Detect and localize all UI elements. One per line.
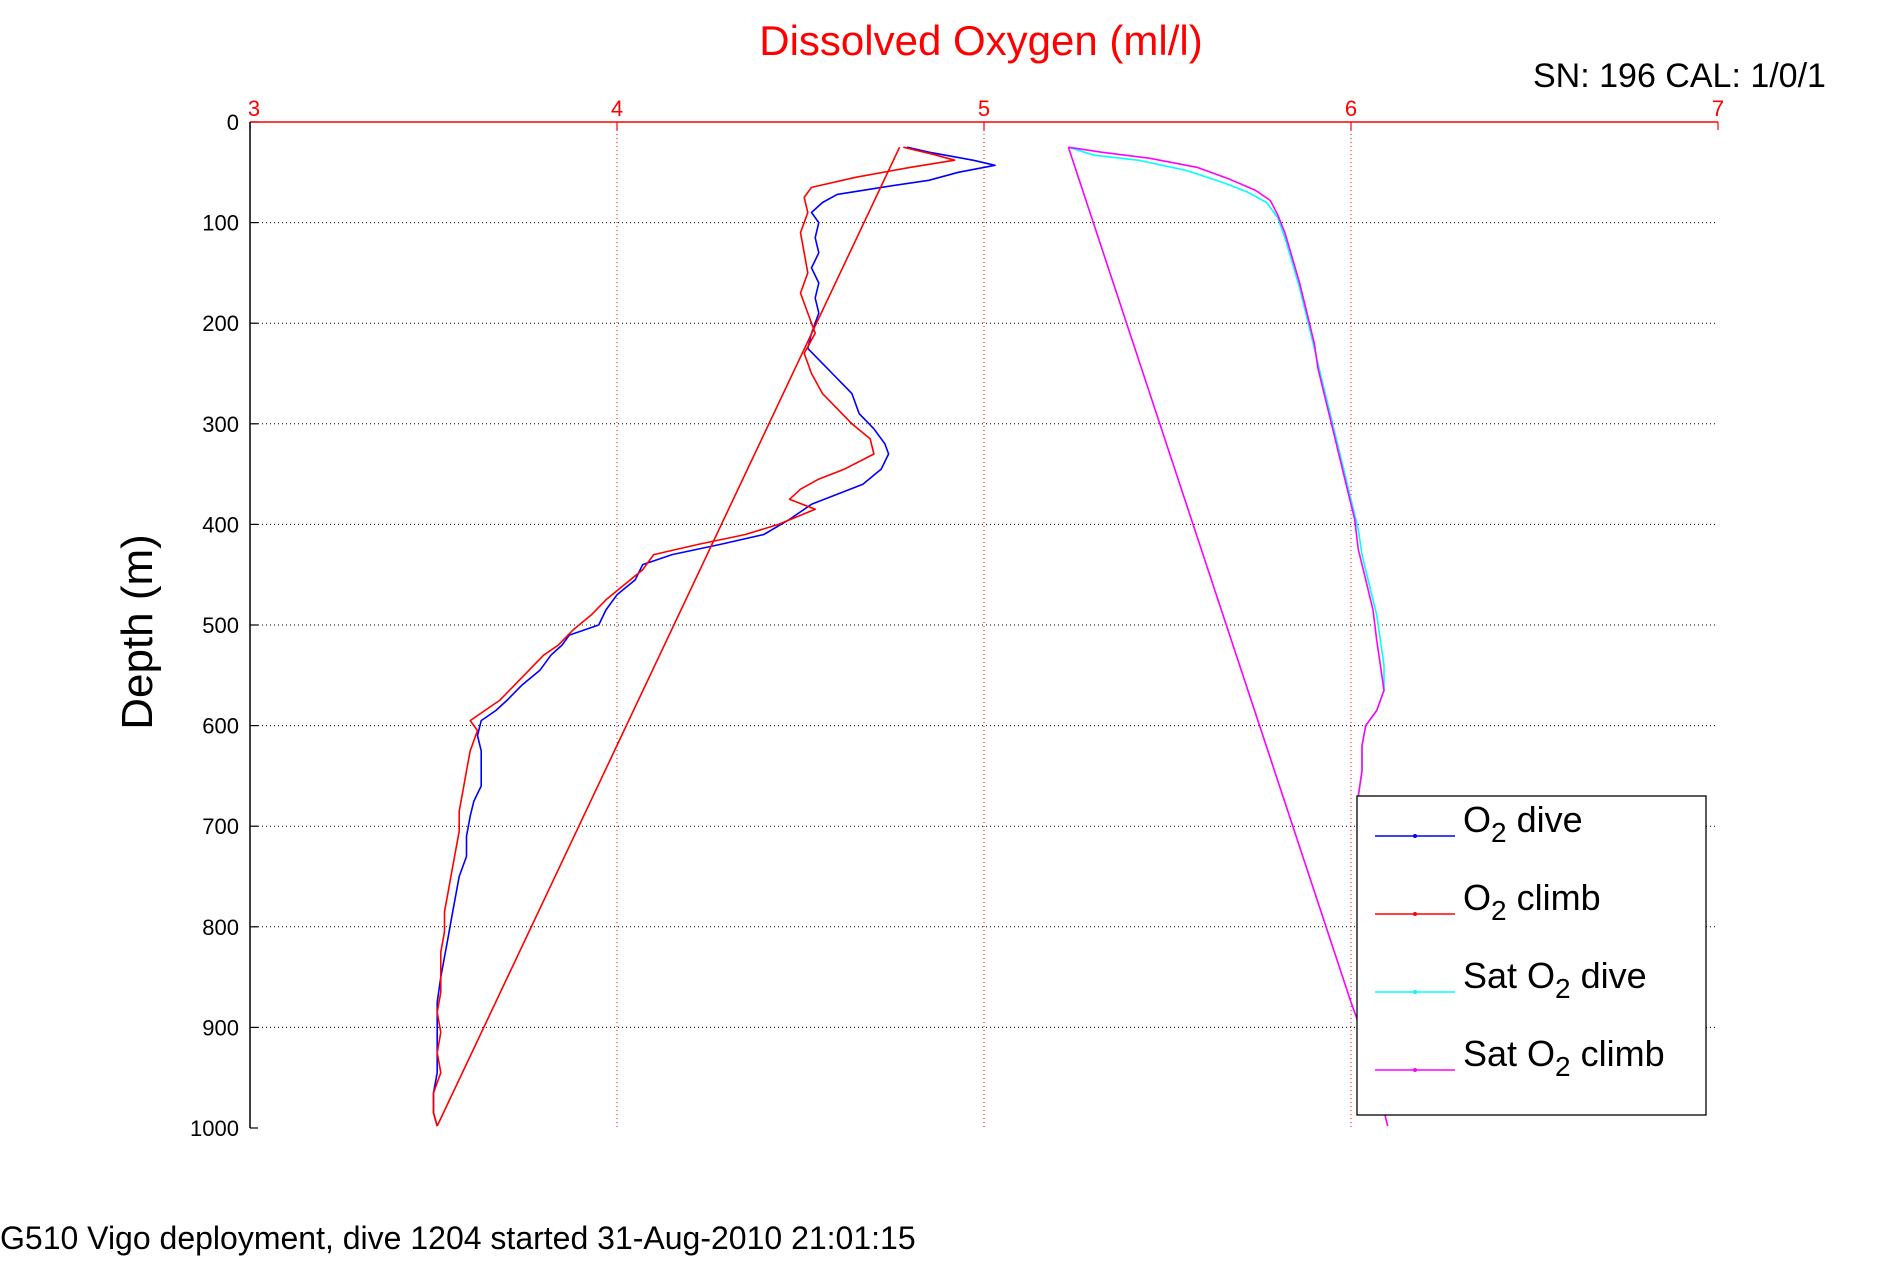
grid [250,122,1718,1128]
x-tick-label: 4 [611,96,623,121]
series-line-4 [436,146,901,1127]
y-tick-label: 100 [202,211,239,236]
y-tick-label: 0 [227,110,239,135]
y-tick-label: 700 [202,814,239,839]
series-line-0 [432,146,996,1127]
x-tick-label: 7 [1712,96,1724,121]
y-tick-label: 400 [202,512,239,537]
x-tick-label: 6 [1345,96,1357,121]
axes: 0 100 200 300 400 500 600 700 800 900 1000 3 4 5 6 7 [190,96,1724,1141]
legend-marker [1413,912,1417,916]
legend-marker [1413,1068,1417,1072]
y-tick-label: 200 [202,311,239,336]
series-line-3 [1068,146,1385,827]
y-tick-label: 600 [202,714,239,739]
caption: G510 Vigo deployment, dive 1204 started … [0,1220,916,1256]
legend-label: Sat O2 dive [1463,955,1647,1004]
y-tick-label: 1000 [190,1116,239,1141]
legend-marker [1413,990,1417,994]
series-line-1 [432,146,956,1127]
y-tick-label: 800 [202,915,239,940]
x-tick-label: 5 [978,96,990,121]
x-tick-label: 3 [248,96,260,121]
y-tick-label: 300 [202,412,239,437]
legend-box [1356,795,1707,1116]
legend: O2 dive O2 climb Sat O2 dive Sat O2 climb [1356,795,1707,1116]
legend-marker [1413,834,1417,838]
legend-label: Sat O2 climb [1463,1033,1665,1082]
y-tick-label: 900 [202,1015,239,1040]
y-tick-label: 500 [202,613,239,638]
chart-title: Dissolved Oxygen (ml/l) [759,17,1202,64]
legend-label: O2 climb [1463,877,1601,926]
y-axis-label: Depth (m) [113,534,162,730]
legend-label: O2 dive [1463,799,1583,848]
serial-calibration-note: SN: 196 CAL: 1/0/1 [1533,57,1826,95]
